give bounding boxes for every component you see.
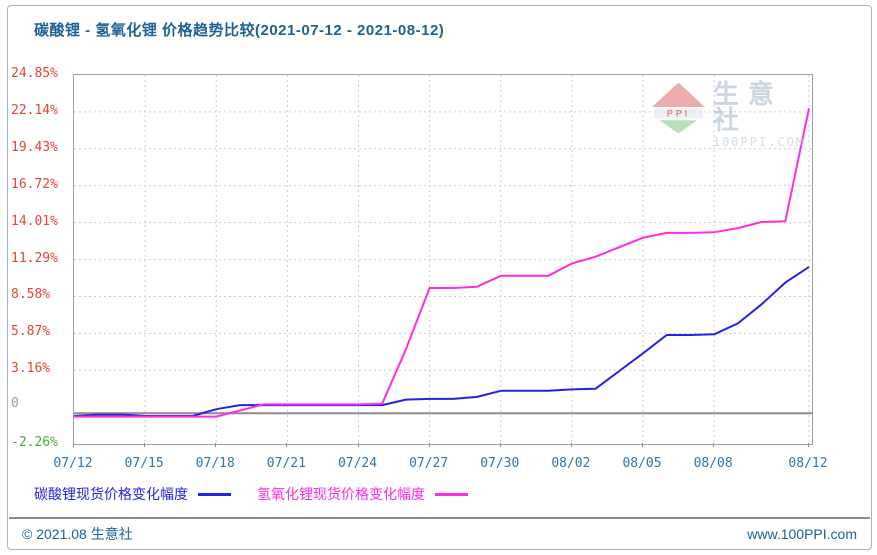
x-tick-mark xyxy=(357,443,359,447)
footer-copyright: © 2021.08 生意社 xyxy=(22,525,133,542)
y-tick-label: -2.26% xyxy=(11,435,58,450)
y-tick-label: 11.29% xyxy=(11,250,58,266)
x-tick-mark xyxy=(215,443,217,447)
x-tick-label: 08/08 xyxy=(693,456,733,471)
legend-label-carbonate: 碳酸锂现货价格变化幅度 xyxy=(34,486,188,502)
legend: 碳酸锂现货价格变化幅度 氢氧化锂现货价格变化幅度 xyxy=(34,484,494,504)
y-tick-label: 0 xyxy=(11,396,19,412)
series-line-hydroxide xyxy=(74,108,810,418)
x-tick-label: 07/30 xyxy=(480,456,520,471)
chart-title: 碳酸锂 - 氢氧化锂 价格趋势比较(2021-07-12 - 2021-08-1… xyxy=(34,22,445,39)
x-tick-label: 08/02 xyxy=(551,456,591,471)
y-tick-label: 19.43% xyxy=(11,139,58,155)
chart-canvas xyxy=(74,75,812,444)
x-tick-mark xyxy=(642,443,644,447)
x-tick-label: 08/05 xyxy=(622,456,662,471)
series-line-carbonate xyxy=(74,266,810,417)
x-tick-label: 07/27 xyxy=(409,456,449,471)
y-tick-label: 14.01% xyxy=(11,213,58,229)
x-tick-label: 07/12 xyxy=(53,456,93,471)
x-tick-mark xyxy=(570,443,572,447)
x-tick-label: 08/12 xyxy=(788,456,828,471)
x-tick-mark xyxy=(499,443,501,447)
x-tick-label: 07/21 xyxy=(266,456,306,471)
x-tick-label: 07/24 xyxy=(337,456,378,471)
legend-label-hydroxide: 氢氧化锂现货价格变化幅度 xyxy=(257,486,425,502)
x-tick-mark xyxy=(808,443,809,447)
y-tick-label: 3.16% xyxy=(11,361,51,377)
y-tick-label: 24.85% xyxy=(11,66,58,81)
y-tick-label: 22.14% xyxy=(11,102,58,118)
x-tick-mark xyxy=(286,443,288,447)
y-tick-label: 5.87% xyxy=(11,324,51,340)
x-tick-mark xyxy=(73,443,74,447)
x-tick-mark xyxy=(713,443,715,447)
footer: © 2021.08 生意社 www.100PPI.com xyxy=(9,517,870,548)
x-tick-label: 07/18 xyxy=(195,456,235,471)
y-tick-label: 8.58% xyxy=(11,287,51,303)
x-tick-mark xyxy=(144,443,146,447)
legend-line-sample-hydroxide xyxy=(435,492,468,496)
chart-panel: 碳酸锂 - 氢氧化锂 价格趋势比较(2021-07-12 - 2021-08-1… xyxy=(7,5,872,550)
y-tick-label: 16.72% xyxy=(11,176,58,192)
legend-line-sample-carbonate xyxy=(198,492,231,496)
x-tick-label: 07/15 xyxy=(124,456,164,471)
plot-area: PPI 生意社 100PPI.COM xyxy=(73,74,813,445)
x-tick-mark xyxy=(428,443,430,447)
footer-website: www.100PPI.com xyxy=(747,525,857,542)
